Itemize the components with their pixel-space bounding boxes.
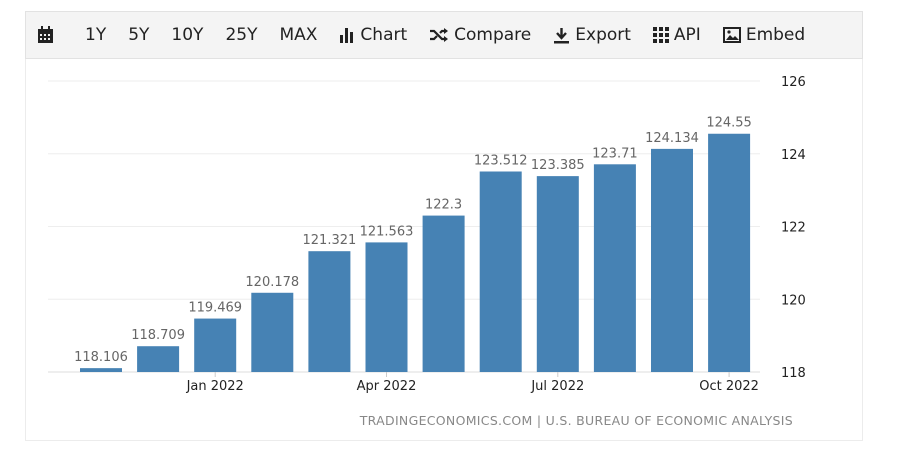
shuffle-icon <box>429 27 449 43</box>
bar-jan-2022[interactable] <box>194 318 237 372</box>
bar-value-label: 118.106 <box>74 350 128 365</box>
toolbar-label: 10Y <box>171 25 204 45</box>
bar-chart-icon <box>339 27 355 43</box>
toolbar-label: 5Y <box>128 25 150 45</box>
x-tick-label: Apr 2022 <box>357 379 417 394</box>
toolbar-export-button[interactable]: Export <box>553 25 631 45</box>
bar-sep-2022[interactable] <box>651 148 693 372</box>
toolbar-embed-button[interactable]: Embed <box>722 25 806 45</box>
y-tick-label: 122 <box>781 221 806 236</box>
grid-icon <box>652 27 669 43</box>
bar-value-label: 121.563 <box>360 224 414 239</box>
toolbar-label: Embed <box>745 25 806 45</box>
bar-jun-2022[interactable] <box>479 171 522 372</box>
toolbar-label: 1Y <box>85 25 107 45</box>
bar-may-2022[interactable] <box>422 215 465 372</box>
toolbar-10y-button[interactable]: 10Y <box>171 25 203 45</box>
toolbar-compare-button[interactable]: Compare <box>429 25 531 45</box>
toolbar-calendar-button[interactable] <box>37 26 59 44</box>
bar-value-label: 118.709 <box>131 328 185 343</box>
toolbar-25y-button[interactable]: 25Y <box>225 25 257 45</box>
bar-value-label: 124.134 <box>645 131 699 146</box>
bar-value-label: 123.71 <box>592 146 638 161</box>
toolbar-max-button[interactable]: MAX <box>279 25 317 45</box>
y-tick-label: 120 <box>781 293 806 308</box>
toolbar-chart-button[interactable]: Chart <box>339 25 407 45</box>
bar-apr-2022[interactable] <box>365 242 408 372</box>
toolbar-label: 25Y <box>225 25 258 45</box>
toolbar-label: Chart <box>360 25 408 45</box>
chart-toolbar: 1Y 5Y 10Y 25Y MAX Chart Compare Export API Embed <box>25 11 863 59</box>
bar-dec-2021[interactable] <box>137 346 180 372</box>
bar-oct-2022[interactable] <box>708 133 751 372</box>
calendar-icon <box>37 26 54 44</box>
y-tick-label: 126 <box>781 75 806 90</box>
toolbar-label: Compare <box>454 25 532 45</box>
toolbar-label: API <box>673 25 701 45</box>
bar-value-label: 121.321 <box>303 233 357 248</box>
bar-mar-2022[interactable] <box>308 251 351 372</box>
toolbar-api-button[interactable]: API <box>652 25 701 45</box>
toolbar-1y-button[interactable]: 1Y <box>85 25 106 45</box>
bar-value-label: 119.469 <box>188 301 242 316</box>
bar-value-label: 123.512 <box>474 154 528 169</box>
y-tick-label: 118 <box>781 366 806 381</box>
y-tick-label: 124 <box>781 148 806 163</box>
bar-jul-2022[interactable] <box>536 176 579 372</box>
toolbar-5y-button[interactable]: 5Y <box>128 25 149 45</box>
toolbar-label: MAX <box>279 25 318 45</box>
bar-value-label: 123.385 <box>531 158 585 173</box>
bar-aug-2022[interactable] <box>593 164 636 372</box>
download-icon <box>553 27 570 44</box>
bar-value-label: 122.3 <box>425 198 462 213</box>
x-tick-label: Jul 2022 <box>530 379 584 394</box>
bar-value-label: 124.55 <box>706 116 752 131</box>
bar-nov-2021[interactable] <box>80 368 122 372</box>
toolbar-label: Export <box>575 25 631 45</box>
image-icon <box>722 27 741 43</box>
x-tick-label: Jan 2022 <box>186 379 244 394</box>
bar-value-label: 120.178 <box>245 275 299 290</box>
x-tick-label: Oct 2022 <box>699 379 759 394</box>
bar-feb-2022[interactable] <box>251 292 294 372</box>
source-credit: TRADINGECONOMICS.COM | U.S. BUREAU OF EC… <box>359 413 793 428</box>
